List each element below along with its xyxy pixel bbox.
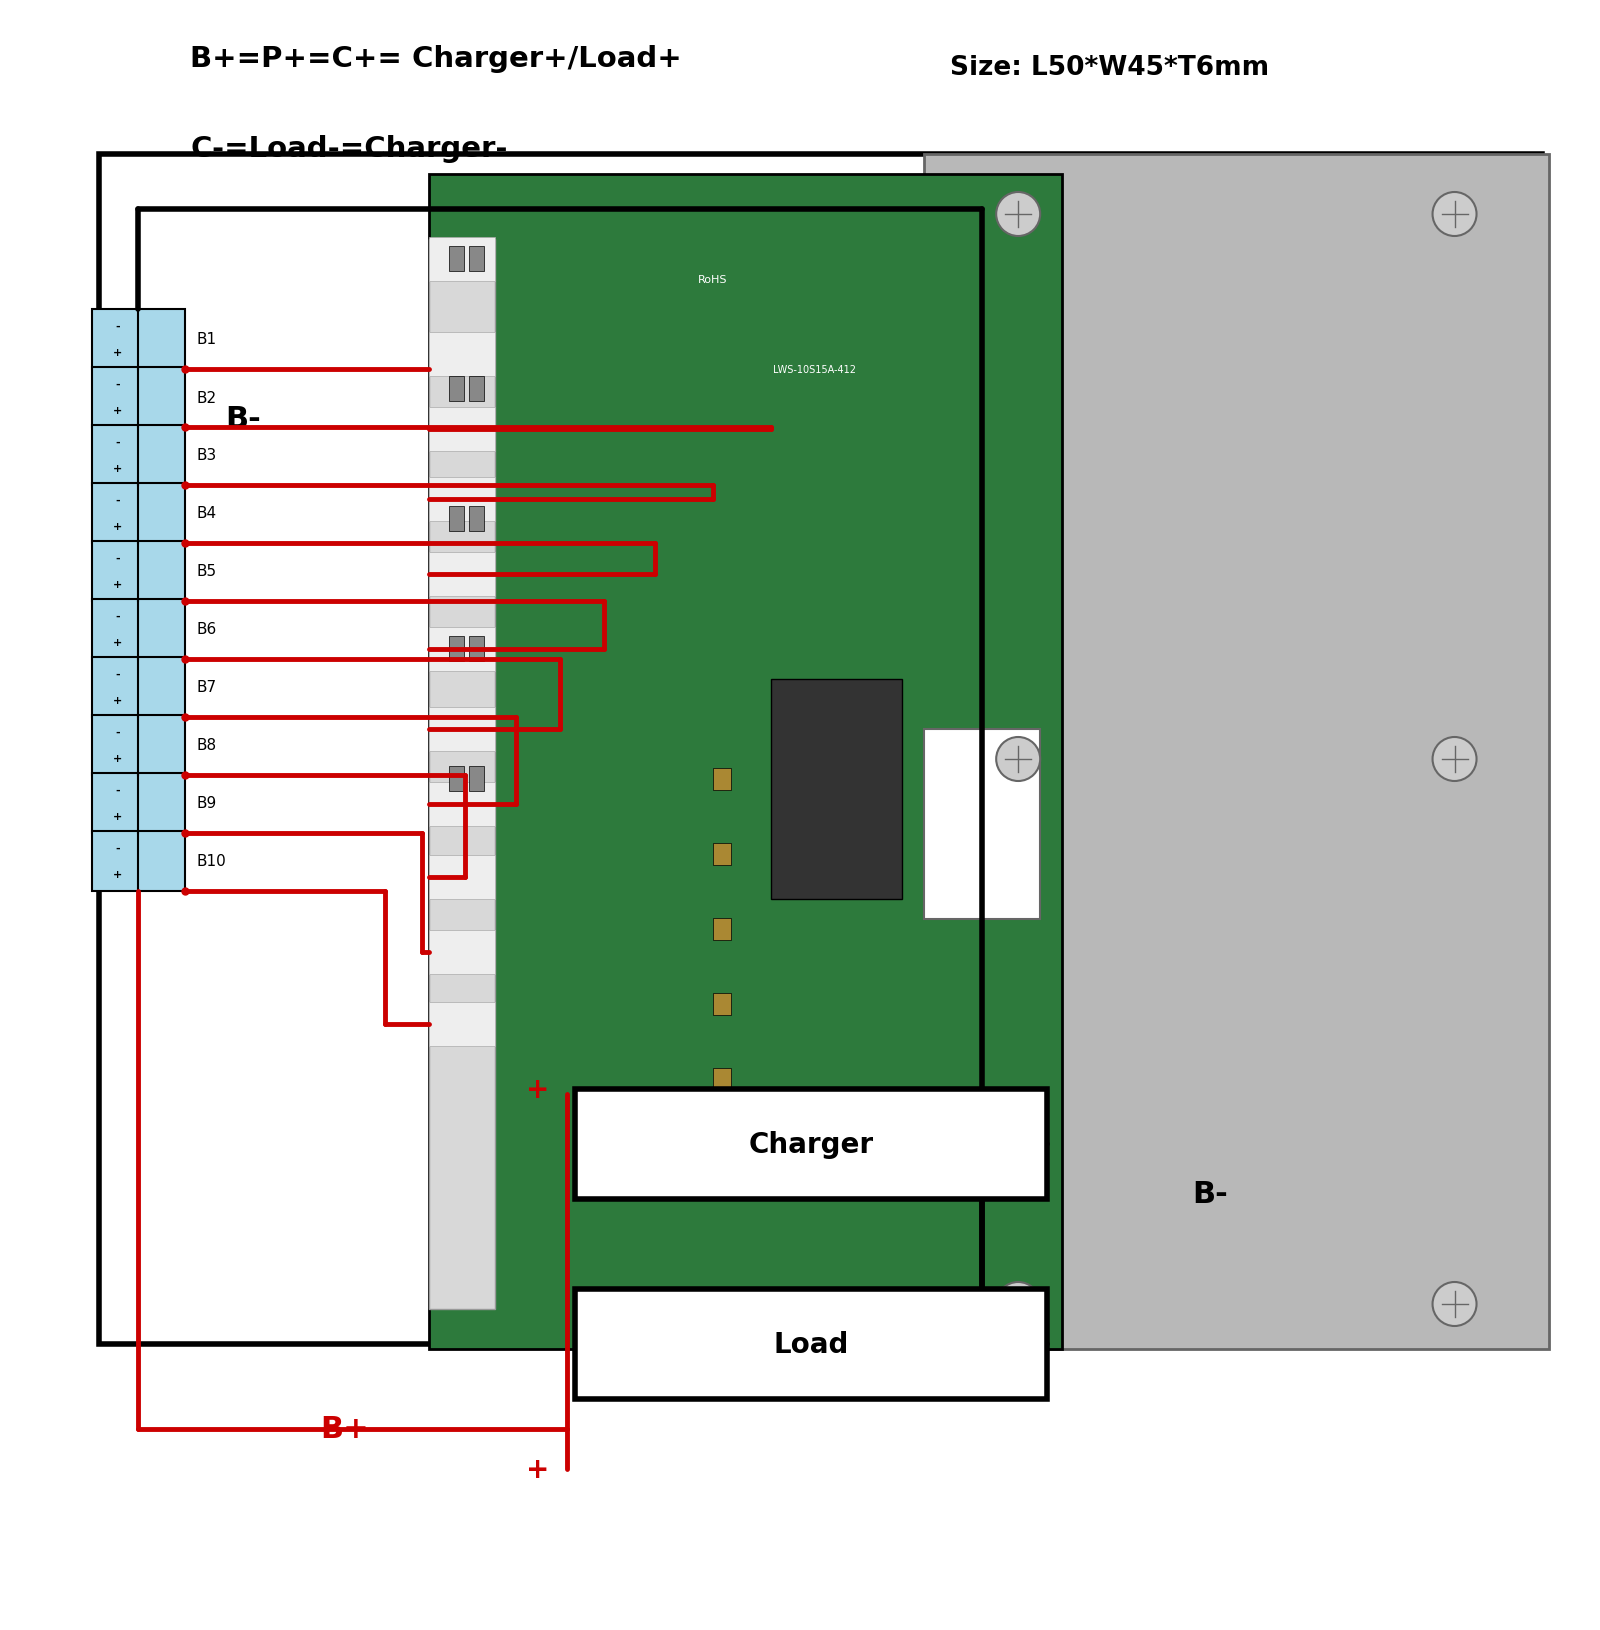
Bar (91, 425, 184, 486)
Circle shape (997, 737, 1040, 781)
Bar (91, 484, 184, 544)
Bar (923, 155, 1549, 1350)
Text: B6: B6 (197, 623, 218, 637)
Text: -: - (115, 786, 120, 795)
Bar (712, 768, 731, 791)
Text: B1: B1 (197, 333, 218, 347)
Text: +: + (112, 522, 122, 531)
Bar (91, 716, 184, 776)
Bar (469, 637, 483, 662)
Text: +: + (112, 637, 122, 649)
Text: B9: B9 (197, 795, 218, 812)
Text: -: - (115, 553, 120, 562)
Bar (574, 1089, 1048, 1200)
Circle shape (997, 1283, 1040, 1327)
Bar (429, 408, 494, 452)
Bar (429, 333, 494, 377)
Text: B3: B3 (197, 448, 218, 463)
Bar (469, 507, 483, 531)
Text: +: + (112, 580, 122, 590)
Text: B4: B4 (197, 507, 218, 522)
Bar (99, 155, 1542, 1345)
Bar (429, 174, 1062, 1350)
Bar (429, 856, 494, 900)
Bar (91, 831, 184, 892)
Text: B5: B5 (197, 564, 218, 579)
Text: +: + (112, 755, 122, 764)
Text: B-: B- (226, 406, 261, 434)
Bar (469, 377, 483, 401)
Bar (91, 541, 184, 601)
Text: +: + (112, 870, 122, 880)
Bar (448, 507, 464, 531)
Text: -: - (115, 496, 120, 505)
Text: B-: B- (1192, 1180, 1229, 1209)
Bar (429, 1002, 494, 1046)
Bar (712, 993, 731, 1015)
Bar (429, 238, 494, 282)
Bar (712, 918, 731, 941)
Bar (429, 240, 494, 1309)
Bar (429, 782, 494, 826)
Bar (469, 246, 483, 272)
Circle shape (1432, 192, 1477, 236)
Text: C-=Load-=Charger-: C-=Load-=Charger- (190, 135, 507, 163)
Text: +: + (526, 1076, 550, 1104)
Bar (574, 1289, 1048, 1399)
Text: -: - (115, 380, 120, 390)
Text: -: - (115, 321, 120, 331)
Bar (448, 246, 464, 272)
Bar (712, 1143, 731, 1165)
Text: +: + (112, 812, 122, 822)
Bar (429, 707, 494, 751)
Text: -: - (115, 611, 120, 621)
Circle shape (1432, 1283, 1477, 1327)
Bar (91, 310, 184, 370)
Bar (469, 766, 483, 792)
Circle shape (997, 192, 1040, 236)
Bar (91, 657, 184, 717)
Bar (91, 600, 184, 660)
Text: Charger: Charger (749, 1130, 874, 1159)
Text: -: - (115, 437, 120, 447)
Bar (91, 774, 184, 833)
Bar (712, 843, 731, 866)
Bar (91, 368, 184, 427)
Text: B+: B+ (320, 1415, 368, 1444)
Text: LWS-10S15A-412: LWS-10S15A-412 (773, 365, 856, 375)
Bar (429, 628, 494, 672)
Text: B8: B8 (197, 738, 218, 753)
Text: +: + (112, 349, 122, 359)
Text: Size: L50*W45*T6mm: Size: L50*W45*T6mm (950, 55, 1269, 82)
Text: -: - (115, 727, 120, 737)
Text: B2: B2 (197, 390, 218, 406)
Text: +: + (112, 696, 122, 706)
Text: Load: Load (773, 1330, 848, 1358)
Bar (448, 766, 464, 792)
Text: +: + (112, 406, 122, 416)
Text: B10: B10 (197, 854, 227, 869)
Text: +: + (526, 1456, 550, 1483)
Bar (771, 680, 902, 900)
Bar (448, 377, 464, 401)
Text: B+=P+=C+= Charger+/Load+: B+=P+=C+= Charger+/Load+ (190, 46, 682, 73)
Bar (923, 730, 1040, 919)
Bar (429, 478, 494, 522)
Text: +: + (112, 465, 122, 474)
Bar (712, 1068, 731, 1090)
Circle shape (1432, 737, 1477, 781)
Bar (448, 637, 464, 662)
Text: -: - (115, 843, 120, 852)
Text: -: - (115, 668, 120, 680)
Bar (429, 931, 494, 975)
Bar (429, 553, 494, 597)
Text: B7: B7 (197, 680, 218, 694)
Text: RoHS: RoHS (698, 275, 728, 285)
